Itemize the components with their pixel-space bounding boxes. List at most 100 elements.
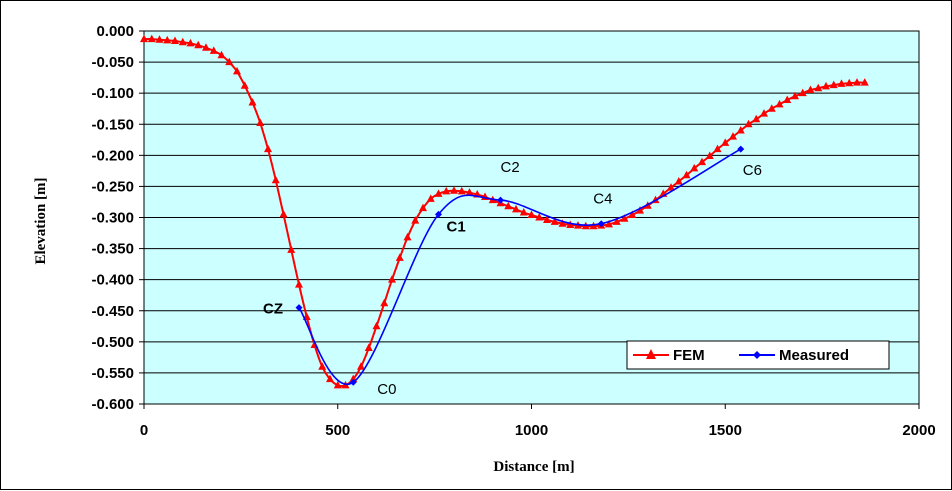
data-point xyxy=(783,95,792,104)
legend: FEM Measured xyxy=(626,340,890,370)
x-tick-label: 1000 xyxy=(515,422,548,439)
data-point xyxy=(295,280,303,288)
data-point xyxy=(372,321,381,330)
data-point xyxy=(178,37,187,46)
annotation-label: C0 xyxy=(377,381,396,398)
data-point xyxy=(760,109,768,117)
data-point xyxy=(419,203,427,212)
data-point xyxy=(752,114,761,123)
data-point xyxy=(729,132,737,140)
data-point xyxy=(497,196,504,204)
data-point xyxy=(240,81,249,89)
data-point xyxy=(450,186,458,194)
data-point xyxy=(271,175,280,184)
data-point xyxy=(737,145,745,153)
data-point xyxy=(403,232,412,241)
y-tick-label: -0.600 xyxy=(91,396,134,413)
data-point xyxy=(791,91,799,100)
data-point xyxy=(744,119,753,128)
x-tick-label: 0 xyxy=(140,422,148,439)
annotation-label: C1 xyxy=(447,218,466,235)
data-point xyxy=(504,201,513,210)
data-point xyxy=(411,216,420,224)
data-point xyxy=(248,97,257,106)
data-point xyxy=(860,78,869,86)
data-point xyxy=(690,163,699,172)
data-point xyxy=(775,99,784,108)
y-tick-label: -0.250 xyxy=(91,178,134,195)
data-point xyxy=(822,81,830,90)
legend-measured-marker xyxy=(753,351,761,359)
y-axis-title: Elevation [m] xyxy=(33,177,49,264)
y-tick-label: -0.050 xyxy=(91,54,134,71)
data-point xyxy=(612,217,621,225)
y-tick-label: -0.500 xyxy=(91,334,134,351)
data-point xyxy=(543,215,551,223)
data-point xyxy=(225,57,234,66)
data-point xyxy=(326,374,334,383)
legend-fem-label: FEM xyxy=(673,347,705,364)
data-point xyxy=(457,186,466,195)
y-tick-label: -0.350 xyxy=(91,241,134,258)
annotation-label: C4 xyxy=(593,191,612,208)
data-point xyxy=(512,204,520,213)
data-point xyxy=(845,78,854,87)
data-point xyxy=(767,104,776,112)
data-point xyxy=(798,88,807,97)
data-point xyxy=(628,210,637,219)
series-fem xyxy=(140,34,869,389)
y-tick-label: 0.000 xyxy=(96,23,134,40)
data-point xyxy=(435,210,442,218)
data-point xyxy=(364,343,373,352)
series-line xyxy=(298,148,742,386)
data-point xyxy=(853,78,861,86)
annotation-label: C6 xyxy=(743,162,762,179)
x-tick-label: 2000 xyxy=(902,422,935,439)
y-tick-label: -0.400 xyxy=(91,272,134,289)
legend-fem-marker xyxy=(646,349,656,359)
data-point xyxy=(217,50,226,59)
y-tick-label: -0.300 xyxy=(91,210,134,227)
x-axis-ticks: 0 500 1000 1500 2000 xyxy=(140,404,936,439)
data-point xyxy=(837,79,846,87)
series-measured xyxy=(295,145,745,386)
data-point xyxy=(674,176,683,185)
data-point xyxy=(519,208,528,216)
annotation-label: C2 xyxy=(501,159,520,176)
x-tick-label: 1500 xyxy=(709,422,742,439)
y-axis-ticks: 0.000 -0.050 -0.100 -0.150 -0.200 -0.250 -0.30… xyxy=(91,23,144,413)
legend-measured-label: Measured xyxy=(779,347,849,364)
data-point xyxy=(713,144,722,153)
data-point xyxy=(566,220,575,228)
data-point xyxy=(395,253,404,261)
annotation-label: CZ xyxy=(263,301,283,318)
data-point xyxy=(287,245,296,253)
series-line xyxy=(143,38,865,388)
data-point xyxy=(550,217,559,225)
data-point xyxy=(620,214,629,222)
data-point xyxy=(233,66,241,75)
data-point xyxy=(535,213,544,221)
annotations: CZ C0 C1 C2 C4 C6 xyxy=(263,159,762,398)
data-point xyxy=(667,183,675,191)
data-point xyxy=(527,210,536,219)
data-point xyxy=(597,220,605,228)
data-point xyxy=(814,83,823,92)
data-point xyxy=(426,194,435,202)
data-point xyxy=(434,189,443,197)
data-point xyxy=(605,219,613,228)
data-point xyxy=(465,188,474,196)
data-point xyxy=(147,34,156,43)
y-tick-label: -0.550 xyxy=(91,365,134,382)
data-point xyxy=(171,36,179,44)
data-point xyxy=(721,138,730,146)
data-point xyxy=(186,38,195,47)
y-tick-label: -0.100 xyxy=(91,85,134,102)
data-point xyxy=(333,380,342,389)
data-point xyxy=(349,378,357,386)
data-point xyxy=(256,118,265,127)
data-point xyxy=(736,125,745,134)
data-point xyxy=(140,34,148,43)
data-point xyxy=(698,157,706,166)
